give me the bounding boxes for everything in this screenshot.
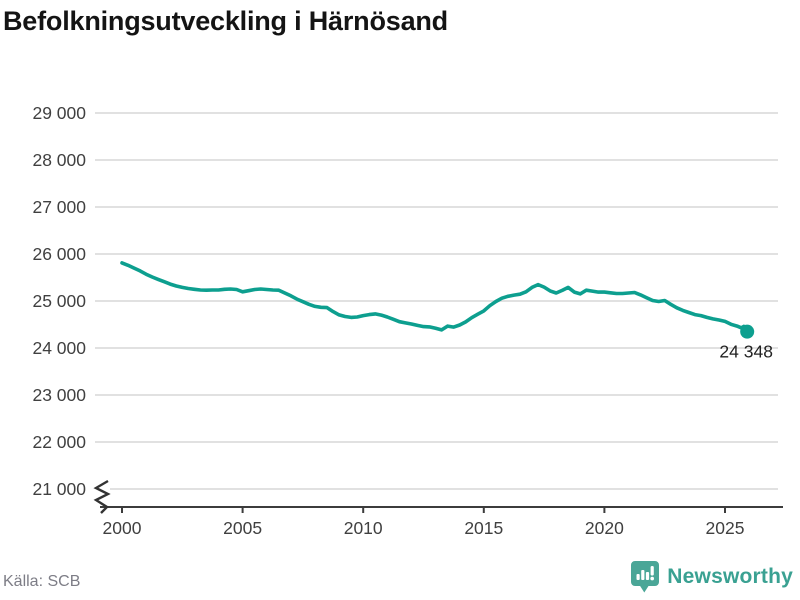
- y-axis-tick-label: 23 000: [32, 385, 86, 405]
- axis-break-zigzag-icon: [93, 479, 111, 514]
- newsworthy-wordmark: Newsworthy: [667, 565, 793, 588]
- y-axis-tick-label: 22 000: [32, 432, 86, 452]
- series-line: [120, 261, 750, 334]
- page-title: Befolkningsutveckling i Härnösand: [3, 6, 448, 36]
- series-end-value-label: 24 348: [719, 342, 773, 362]
- x-axis-tick-label: 2025: [706, 518, 745, 538]
- y-axis-tick-label: 26 000: [32, 244, 86, 264]
- y-axis-tick-label: 28 000: [32, 150, 86, 170]
- y-axis-tick-label: 21 000: [32, 479, 86, 499]
- y-axis-tick-label: 27 000: [32, 197, 86, 217]
- x-axis-tick-label: 2000: [103, 518, 142, 538]
- x-axis-tick-label: 2010: [344, 518, 383, 538]
- x-axis-tick-label: 2020: [585, 518, 624, 538]
- newsworthy-bar-chart-bubble-icon: [630, 560, 660, 594]
- y-axis-tick-label: 25 000: [32, 291, 86, 311]
- x-axis-tick-label: 2005: [223, 518, 262, 538]
- newsworthy-logo: Newsworthy: [630, 560, 793, 594]
- x-axis-tick-label: 2015: [464, 518, 503, 538]
- y-axis-tick-label: 24 000: [32, 338, 86, 358]
- source-note: Källa: SCB: [3, 573, 81, 590]
- series-end-dot: [740, 324, 755, 339]
- y-axis-tick-label: 29 000: [32, 103, 86, 123]
